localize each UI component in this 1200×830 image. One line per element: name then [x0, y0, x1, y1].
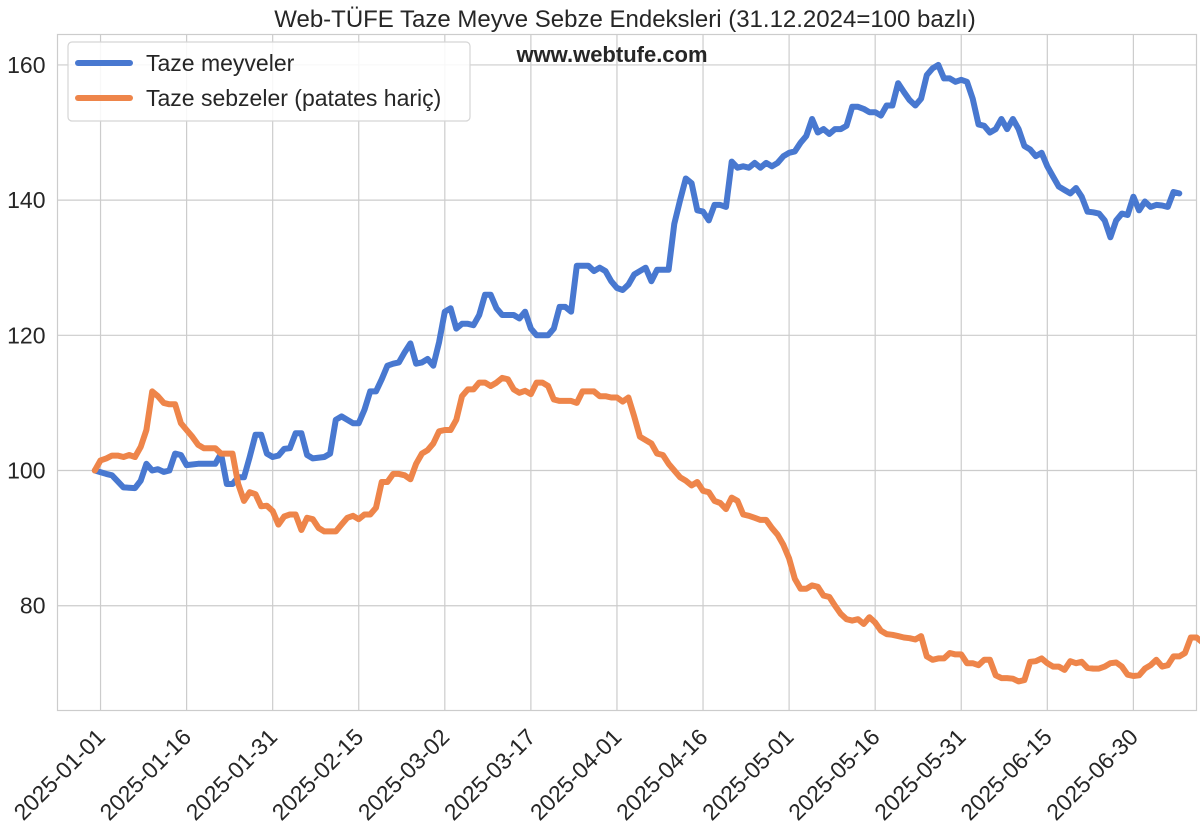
x-tick-label: 2025-06-15	[955, 724, 1057, 826]
watermark: www.webtufe.com	[515, 42, 707, 67]
x-tick-label: 2025-06-30	[1041, 724, 1143, 826]
y-tick-label: 160	[7, 52, 45, 78]
x-tick-label: 2025-05-01	[697, 724, 799, 826]
series-lines	[91, 61, 1200, 685]
plot-frame	[56, 33, 1198, 712]
x-tick-label: 2025-02-15	[267, 724, 369, 826]
tick-labels: 801001201401602025-01-012025-01-162025-0…	[7, 52, 1143, 825]
legend-label-taze-meyveler: Taze meyveler	[146, 50, 295, 76]
legend-label-taze-sebzeler: Taze sebzeler (patates hariç)	[146, 85, 441, 111]
chart-title: Web-TÜFE Taze Meyve Sebze Endeksleri (31…	[274, 6, 975, 33]
y-tick-label: 140	[7, 187, 45, 213]
series-line-taze-sebzeler	[91, 374, 1200, 685]
legend: Taze meyveler Taze sebzeler (patates har…	[67, 41, 471, 122]
y-tick-label: 120	[7, 322, 45, 348]
grid	[57, 34, 1197, 711]
x-tick-label: 2025-03-17	[439, 724, 541, 826]
legend-box	[67, 41, 471, 122]
x-tick-label: 2025-01-31	[181, 724, 283, 826]
x-tick-label: 2025-01-01	[8, 724, 110, 826]
x-tick-label: 2025-05-16	[783, 724, 885, 826]
x-tick-label: 2025-05-31	[869, 724, 971, 826]
x-tick-label: 2025-04-16	[611, 724, 713, 826]
x-tick-label: 2025-03-02	[353, 724, 455, 826]
x-tick-label: 2025-04-01	[525, 724, 627, 826]
y-tick-label: 80	[20, 593, 46, 619]
x-tick-label: 2025-01-16	[95, 724, 197, 826]
y-tick-label: 100	[7, 458, 45, 484]
series-line-taze-meyveler	[91, 61, 1183, 492]
